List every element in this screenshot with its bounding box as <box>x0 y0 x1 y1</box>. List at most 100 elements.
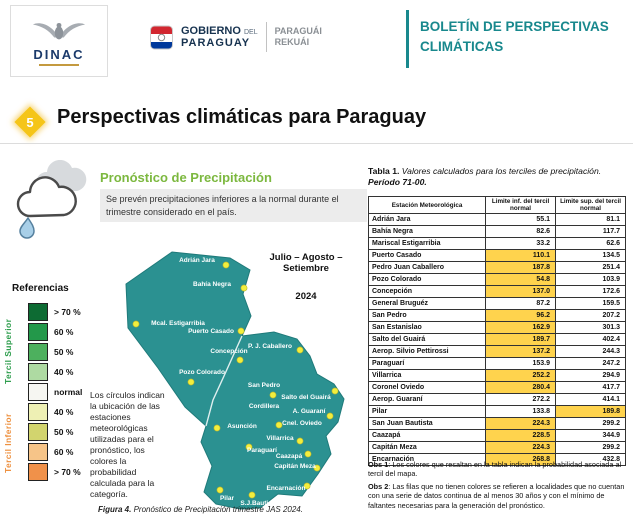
limit-inf-cell: 96.2 <box>485 309 557 323</box>
table-header-row: Estación Meteorológica Limite inf. del t… <box>367 195 626 215</box>
map-note: Los círculos indican la ubicación de las… <box>90 390 165 500</box>
heading-divider <box>0 143 633 144</box>
table-row: Coronel Oviedo 280.4 417.7 <box>367 381 626 395</box>
figure-caption: Figura 4. Pronóstico de Precipitación tr… <box>98 505 303 514</box>
station-label: S.J.Bautista <box>240 500 278 507</box>
station-label: Cordillera <box>249 403 280 410</box>
legend-swatch <box>28 343 48 361</box>
limit-sup-cell: 103.9 <box>555 273 626 287</box>
legend-label: > 70 % <box>54 307 81 317</box>
station-dot <box>313 464 321 472</box>
legend-label: 50 % <box>54 347 74 357</box>
limit-sup-cell: 299.2 <box>555 441 626 455</box>
station-label: Paraguarí <box>247 447 277 454</box>
station-name-cell: Pedro Juan Caballero <box>367 261 487 275</box>
limit-inf-cell: 82.6 <box>485 225 557 239</box>
station-name-cell: Aerop. Silvio Pettirossi <box>367 345 487 359</box>
gobierno-logo: GOBIERNO DEL PARAGUAY PARAGUÁI REKUÁI <box>150 22 322 52</box>
station-label: Capitán Meza <box>274 463 316 470</box>
station-label: San Pedro <box>248 382 280 389</box>
limit-sup-cell: 207.2 <box>555 309 626 323</box>
precipitation-forecast-heading: Pronóstico de Precipitación <box>100 170 272 185</box>
station-label: Asunción <box>227 423 257 430</box>
legend-item: > 70 % <box>28 302 82 322</box>
station-name-cell: Adrián Jara <box>367 213 487 227</box>
station-dot <box>304 450 312 458</box>
limit-inf-cell: 133.8 <box>485 405 557 419</box>
station-dot <box>237 327 245 335</box>
table-row: San Pedro 96.2 207.2 <box>367 309 626 323</box>
gov-guarani-wordmark: PARAGUÁI REKUÁI <box>274 25 322 47</box>
station-dot <box>296 437 304 445</box>
legend-label: normal <box>54 387 83 397</box>
station-label: A. Guaraní <box>293 408 326 415</box>
legend-item: 50 % <box>28 342 82 362</box>
table-row: San Juan Bautista 224.3 299.2 <box>367 417 626 431</box>
legend-swatch <box>28 383 48 401</box>
obs-1: Obs 1: Los colores que resaltan en la ta… <box>368 460 622 479</box>
legend-item: 60 % <box>28 442 82 462</box>
gov-word-del: DEL <box>243 28 258 36</box>
station-label: P. J. Caballero <box>248 343 292 350</box>
column-header-inf-limit: Limite inf. del tercil normal <box>485 195 557 215</box>
legend-swatch <box>28 463 48 481</box>
limit-inf-cell: 228.5 <box>485 429 557 443</box>
paraguay-map: Adrián Jara Bahía Negra Mcal. Estigarribia… <box>125 251 345 510</box>
station-dot <box>303 482 311 490</box>
limit-sup-cell: 62.6 <box>555 237 626 251</box>
limit-sup-cell: 402.4 <box>555 333 626 347</box>
limit-inf-cell: 137.0 <box>485 285 557 299</box>
limit-sup-cell: 244.3 <box>555 345 626 359</box>
limit-sup-cell: 344.9 <box>555 429 626 443</box>
observations: Obs 1: Los colores que resaltan en la ta… <box>368 460 628 513</box>
obs-2: Obs 2: Las filas que no tienen colores s… <box>368 481 625 510</box>
station-label: Encarnación <box>266 485 305 492</box>
limit-inf-cell: 187.8 <box>485 261 557 275</box>
table-title: Tabla 1. Valores calculados para los ter… <box>368 166 602 188</box>
table-row: Pedro Juan Caballero 187.8 251.4 <box>367 261 626 275</box>
dinac-eagle-icon <box>32 22 86 39</box>
legend-swatch <box>28 303 48 321</box>
paraguay-flag-icon <box>150 25 173 49</box>
gov-word-paraguay: PARAGUAY <box>181 37 251 49</box>
station-label: Puerto Casado <box>188 328 234 335</box>
station-name-cell: Encarnación <box>367 453 487 467</box>
station-name-cell: Aerop. Guaraní <box>367 393 487 407</box>
station-label: Pozo Colorado <box>179 369 225 376</box>
legend-item: 40 % <box>28 362 82 382</box>
gov-divider <box>265 22 267 52</box>
legend-swatch <box>28 423 48 441</box>
limit-sup-cell: 117.7 <box>555 225 626 239</box>
table-row: Pilar 133.8 189.8 <box>367 405 626 419</box>
table-row: Encarnación 268.8 432.8 <box>367 453 626 467</box>
table-row: Villarrica 252.2 294.9 <box>367 369 626 383</box>
table-row: Capitán Meza 224.3 299.2 <box>367 441 626 455</box>
legend-label: 60 % <box>54 327 74 337</box>
dinac-wordmark: DINAC <box>33 46 85 62</box>
table-row: Pozo Colorado 54.8 103.9 <box>367 273 626 287</box>
dinac-gold-rule <box>39 63 79 66</box>
limit-inf-cell: 137.2 <box>485 345 557 359</box>
legend-label: > 70 % <box>54 467 81 477</box>
limit-inf-cell: 33.2 <box>485 237 557 251</box>
section-number: 5 <box>26 114 34 130</box>
limit-sup-cell: 299.2 <box>555 417 626 431</box>
limit-sup-cell: 81.1 <box>555 213 626 227</box>
forecast-period: Julio – Agosto – Setiembre 2024 <box>269 252 343 302</box>
table-row: Puerto Casado 110.1 134.5 <box>367 249 626 263</box>
station-dot <box>236 356 244 364</box>
station-label: Pilar <box>220 495 235 502</box>
station-name-cell: San Juan Bautista <box>367 417 487 431</box>
legend-swatch <box>28 443 48 461</box>
legend-item: normal <box>28 382 82 402</box>
limit-sup-cell: 294.9 <box>555 369 626 383</box>
station-name-cell: Pozo Colorado <box>367 273 487 287</box>
limit-sup-cell: 189.8 <box>555 405 626 419</box>
limit-inf-cell: 280.4 <box>485 381 557 395</box>
station-label: Caazapá <box>276 453 303 460</box>
page-title: Perspectivas climáticas para Paraguay <box>57 106 427 128</box>
table-row: Paraguarí 153.9 247.2 <box>367 357 626 371</box>
limit-sup-cell: 414.1 <box>555 393 626 407</box>
limit-inf-cell: 54.8 <box>485 273 557 287</box>
